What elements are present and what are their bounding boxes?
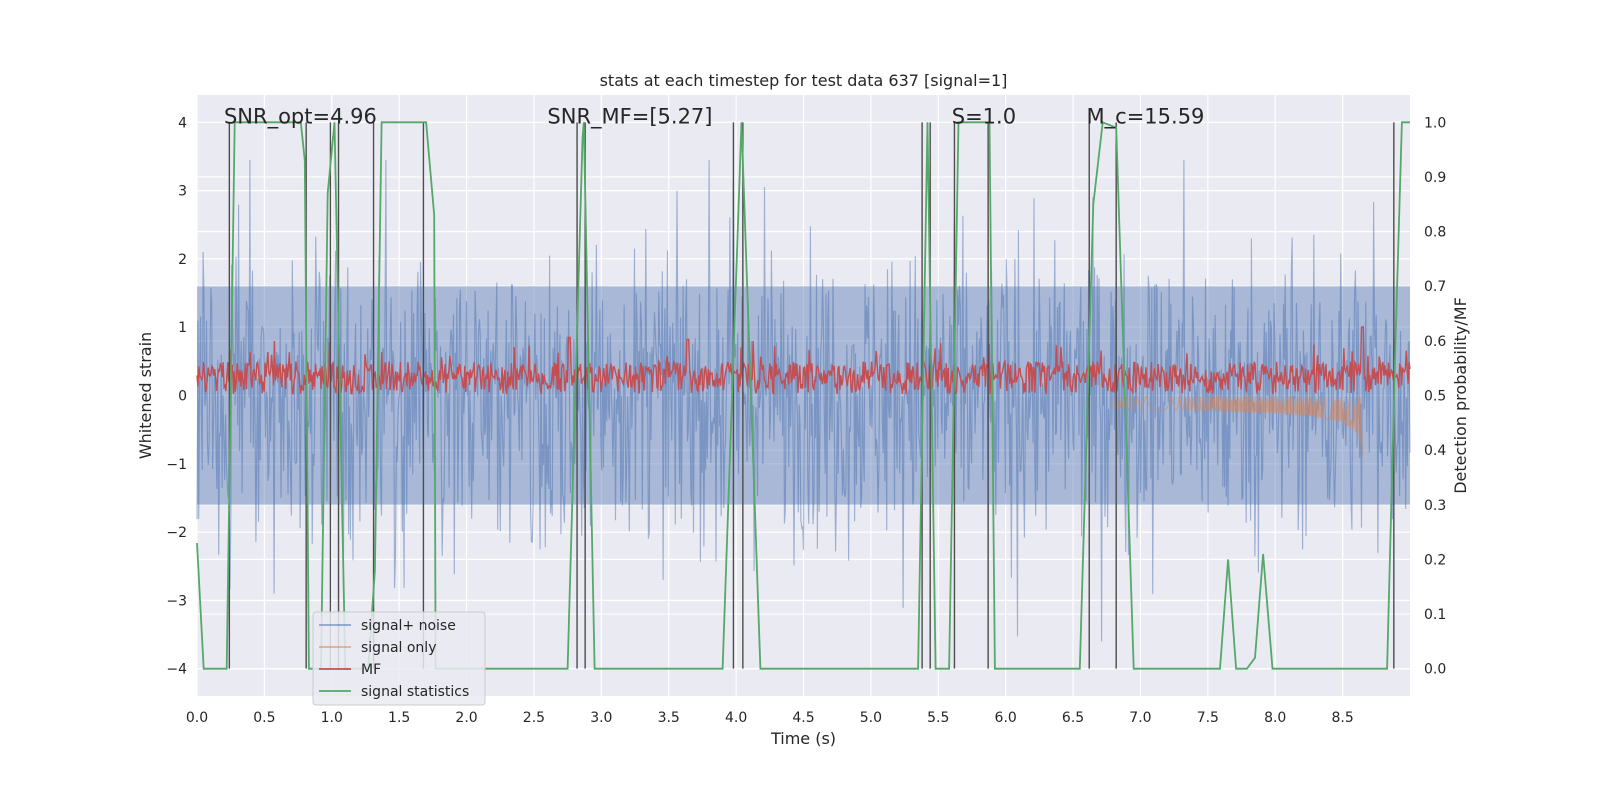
y-tick-label-right: 1.0 <box>1424 115 1446 131</box>
y-tick-label-left: −3 <box>166 593 187 609</box>
legend-box <box>312 611 486 706</box>
y-tick-label-right: 0.5 <box>1424 389 1446 405</box>
signal-noise-series <box>196 159 1411 642</box>
x-tick-label: 6.5 <box>1062 710 1084 726</box>
mf-line <box>196 326 1411 396</box>
x-tick-label: 4.5 <box>792 710 814 726</box>
y-tick-label-right: 0.4 <box>1424 443 1446 459</box>
y-tick-label-left: −4 <box>166 662 187 678</box>
tick-labels: 0.0 0.5 1.0 1.5 2.0 2.5 3.0 3.5 4.0 4.5 5.0 5.5 6.0 6… <box>166 115 1446 726</box>
y-tick-label-right: 0.8 <box>1424 225 1446 241</box>
x-tick-label: 7.0 <box>1129 710 1151 726</box>
y-axis-label-left: Whitened strain <box>136 332 155 459</box>
x-tick-label: 4.0 <box>725 710 747 726</box>
y-tick-label-right: 0.9 <box>1424 170 1446 186</box>
annotation: SNR_MF=[5.27] <box>547 104 712 129</box>
y-tick-label-right: 0.6 <box>1424 334 1446 350</box>
signal-statistics-series <box>196 121 1410 670</box>
legend: signal+ noise signal only MF signal statist… <box>312 611 486 706</box>
annotation: SNR_opt=4.96 <box>224 104 377 129</box>
y-tick-label-right: 0.2 <box>1424 552 1446 568</box>
annotations: SNR_opt=4.96 SNR_MF=[5.27] S=1.0 M_c=15.59 <box>224 104 1204 129</box>
y-tick-label-left: −2 <box>166 525 187 541</box>
x-tick-label: 7.5 <box>1197 710 1219 726</box>
x-tick-label: 8.0 <box>1264 710 1286 726</box>
y-tick-label-right: 0.0 <box>1424 662 1446 678</box>
x-tick-label: 6.0 <box>995 710 1017 726</box>
x-tick-label: 0.5 <box>253 710 275 726</box>
signal-statistics-line <box>196 121 1410 670</box>
y-tick-label-left: 3 <box>178 184 187 200</box>
annotation: S=1.0 <box>952 104 1016 128</box>
x-tick-label: 5.5 <box>927 710 949 726</box>
y-tick-label-right: 0.1 <box>1424 607 1446 623</box>
y-tick-label-left: 1 <box>178 320 187 336</box>
annotation: M_c=15.59 <box>1087 104 1205 129</box>
mf-series <box>196 326 1411 396</box>
x-axis-label: Time (s) <box>770 729 836 748</box>
y-tick-label-left: 4 <box>178 115 187 131</box>
x-tick-label: 5.0 <box>860 710 882 726</box>
signal-noise-band <box>197 286 1410 505</box>
signal-only-line <box>1113 394 1364 456</box>
y-tick-label-left: 0 <box>178 389 187 405</box>
x-tick-label: 0.0 <box>186 710 208 726</box>
x-tick-label: 1.0 <box>321 710 343 726</box>
x-tick-label: 3.0 <box>590 710 612 726</box>
signal-noise-line <box>196 159 1411 642</box>
signal-only-series <box>1113 394 1364 456</box>
legend-label: MF <box>361 662 381 678</box>
x-tick-label: 2.0 <box>455 710 477 726</box>
chart-title: stats at each timestep for test data 637… <box>600 71 1008 90</box>
y-tick-label-left: 2 <box>178 252 187 268</box>
legend-label: signal+ noise <box>361 618 456 634</box>
x-tick-label: 1.5 <box>388 710 410 726</box>
x-tick-label: 3.5 <box>658 710 680 726</box>
y-axis-label-right: Detection probability/MF <box>1451 297 1470 494</box>
x-tick-label: 2.5 <box>523 710 545 726</box>
y-tick-label-right: 0.3 <box>1424 498 1446 514</box>
y-tick-label-left: −1 <box>166 457 187 473</box>
y-tick-label-right: 0.7 <box>1424 279 1446 295</box>
x-tick-label: 8.5 <box>1331 710 1353 726</box>
legend-label: signal statistics <box>361 684 469 700</box>
legend-label: signal only <box>361 640 436 656</box>
